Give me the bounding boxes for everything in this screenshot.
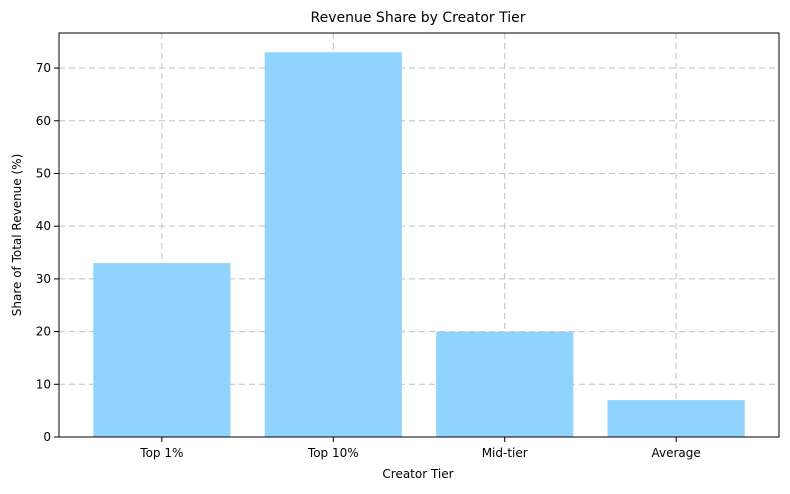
bar-layer [93, 52, 745, 437]
x-axis-label: Creator Tier [382, 467, 453, 481]
bar [264, 52, 402, 437]
x-tick-label: Mid-tier [482, 446, 528, 460]
y-tick-label: 10 [36, 377, 51, 391]
bar [93, 263, 231, 437]
bar [436, 331, 574, 437]
y-tick-label: 60 [36, 114, 51, 128]
y-tick-label: 0 [43, 430, 51, 444]
y-tick-label: 30 [36, 272, 51, 286]
y-axis-label: Share of Total Revenue (%) [10, 154, 24, 317]
axis-layer: 0 10 20 30 40 50 60 70 Top 1% Top 10% Mid-tier Aver… [36, 61, 701, 460]
x-tick-label: Top 1% [139, 446, 183, 460]
x-tick-label: Average [652, 446, 701, 460]
bar [607, 400, 745, 437]
y-tick-label: 70 [36, 61, 51, 75]
plot-frame [58, 32, 780, 438]
y-tick-label: 40 [36, 219, 51, 233]
y-tick-label: 20 [36, 325, 51, 339]
x-tick-label: Top 10% [307, 446, 359, 460]
y-tick-label: 50 [36, 166, 51, 180]
chart-title: Revenue Share by Creator Tier [311, 10, 526, 26]
